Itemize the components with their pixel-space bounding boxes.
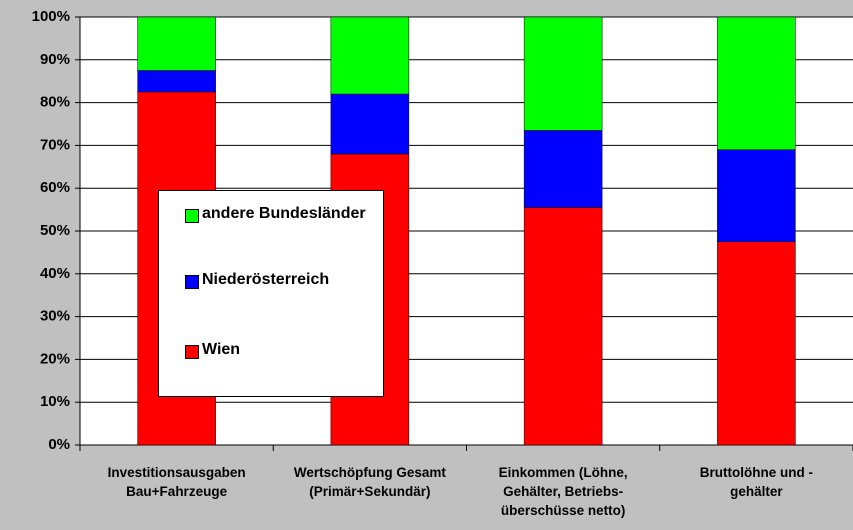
y-tick-label: 0% — [48, 436, 70, 453]
legend-swatch — [185, 345, 199, 359]
x-tick-label: Wertschöpfung Gesamt (Primär+Sekundär) — [293, 465, 446, 499]
bar-segment — [523, 130, 603, 208]
y-tick-label: 70% — [40, 136, 70, 153]
legend-entry: Niederösterreich — [185, 269, 375, 291]
legend-swatch — [185, 209, 199, 223]
y-tick-label: 20% — [40, 350, 70, 367]
legend-label: Wien — [202, 341, 241, 358]
legend-entry: Wien — [185, 339, 375, 361]
x-tick-label: Investitionsausgaben Bau+Fahrzeuge — [107, 465, 246, 499]
y-tick-label: 30% — [40, 308, 70, 325]
bar-segment — [717, 149, 796, 242]
bar-segment — [717, 16, 796, 150]
bar-segment — [137, 16, 216, 71]
bar-segment — [717, 241, 796, 446]
y-tick-label: 90% — [40, 51, 70, 68]
bar-segment — [523, 16, 603, 131]
y-tick-label: 10% — [40, 393, 70, 410]
y-tick-label: 80% — [40, 94, 70, 111]
x-tick-label: Einkommen (Löhne, Gehälter, Betriebs- üb… — [498, 465, 628, 518]
y-tick-label: 100% — [32, 8, 70, 25]
bar-segment — [137, 70, 216, 93]
legend-swatch — [185, 275, 199, 289]
bar-segment — [330, 93, 410, 155]
legend: andere Bundesländer Niederösterreich Wien — [158, 190, 384, 397]
x-tick-label: Bruttolöhne und - gehälter — [699, 465, 813, 499]
bar-segment — [330, 16, 410, 95]
y-tick-label: 60% — [40, 179, 70, 196]
legend-label: Niederösterreich — [202, 271, 330, 288]
legend-entry: andere Bundesländer — [185, 203, 375, 225]
legend-label: andere Bundesländer — [202, 205, 366, 222]
bar-segment — [523, 207, 603, 446]
y-tick-label: 50% — [40, 222, 70, 239]
y-tick-label: 40% — [40, 265, 70, 282]
